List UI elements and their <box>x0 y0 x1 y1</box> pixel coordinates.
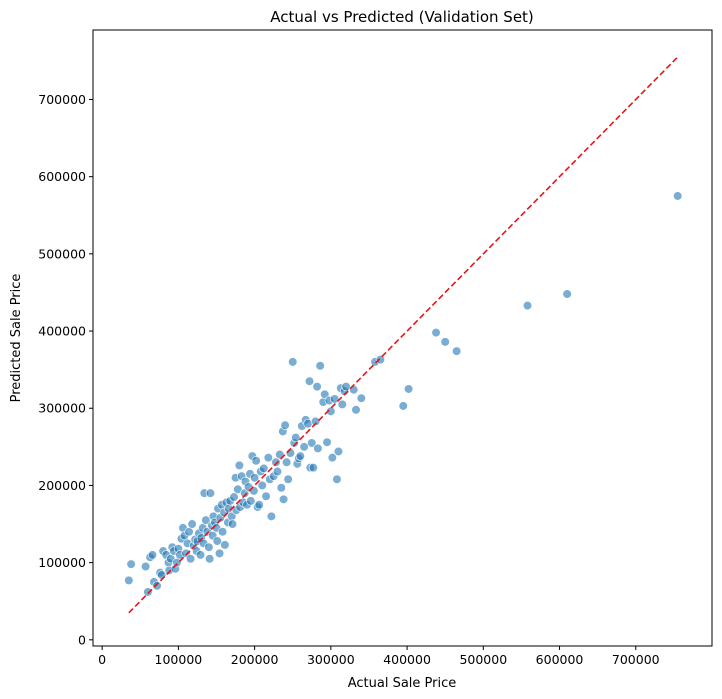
chart-title: Actual vs Predicted (Validation Set) <box>270 8 534 26</box>
scatter-point <box>204 542 214 552</box>
scatter-point <box>126 559 136 569</box>
scatter-point <box>332 474 342 484</box>
x-axis: 0 100000 200000 300000 400000 500000 600000 700… <box>98 646 660 667</box>
scatter-point <box>403 384 414 394</box>
scatter-point <box>282 457 292 467</box>
x-tick-label: 300000 <box>307 652 355 667</box>
x-tick-label: 400000 <box>383 652 431 667</box>
scatter-point <box>272 466 283 477</box>
scatter-point <box>143 587 153 597</box>
scatter-point <box>326 406 336 416</box>
scatter-point <box>288 357 298 367</box>
reference-line <box>128 56 679 614</box>
scatter-point <box>140 561 151 572</box>
scatter-point <box>234 460 244 470</box>
scatter-point <box>312 382 322 392</box>
scatter-point <box>124 575 134 585</box>
scatter-point <box>220 540 230 550</box>
scatter-point <box>205 554 215 564</box>
scatter-point <box>333 446 344 457</box>
scatter-point <box>246 496 256 506</box>
scatter-point <box>452 346 462 356</box>
scatter-point <box>673 191 683 201</box>
scatter-point <box>310 416 321 426</box>
scatter-point <box>330 394 340 404</box>
scatter-point <box>266 511 276 521</box>
scatter-point <box>249 486 259 496</box>
x-axis-label: Actual Sale Price <box>348 676 457 691</box>
scatter-point <box>307 438 317 448</box>
scatter-point <box>271 457 281 467</box>
scatter-points <box>124 191 683 597</box>
scatter-point <box>147 550 158 560</box>
scatter-point <box>349 385 359 395</box>
scatter-point <box>195 550 206 560</box>
y-tick-label: 400000 <box>38 324 86 339</box>
scatter-point <box>201 515 211 525</box>
scatter-point <box>398 401 408 411</box>
scatter-point <box>214 548 225 558</box>
scatter-point <box>313 443 323 453</box>
scatter-point <box>299 442 309 452</box>
scatter-point <box>227 519 238 529</box>
scatter-point <box>322 437 332 447</box>
scatter-point <box>233 484 243 494</box>
x-tick-label: 100000 <box>155 652 203 667</box>
scatter-point <box>522 300 533 311</box>
scatter-point <box>212 536 222 546</box>
scatter-point <box>440 337 450 347</box>
y-axis: 0 100000 200000 300000 400000 500000 600000 700… <box>38 92 93 647</box>
y-axis-label: Predicted Sale Price <box>9 274 24 403</box>
y-tick-label: 600000 <box>38 169 86 184</box>
scatter-point <box>283 474 293 484</box>
y-tick-label: 500000 <box>38 246 86 261</box>
scatter-point <box>259 463 269 474</box>
scatter-point <box>185 554 196 564</box>
y-tick-label: 0 <box>78 632 86 647</box>
scatter-point <box>254 500 264 510</box>
x-tick-label: 700000 <box>612 652 660 667</box>
scatter-point <box>229 492 239 502</box>
y-tick-label: 100000 <box>38 555 86 570</box>
scatter-point <box>184 527 194 537</box>
x-tick-label: 200000 <box>231 652 279 667</box>
scatter-point <box>295 451 305 461</box>
scatter-point <box>303 419 313 429</box>
scatter-point <box>375 355 385 365</box>
scatter-point <box>308 463 318 473</box>
scatter-point <box>250 473 260 483</box>
scatter-point <box>562 289 572 299</box>
scatter-point <box>315 361 325 371</box>
scatter-point <box>263 453 273 463</box>
y-tick-label: 700000 <box>38 92 86 107</box>
scatter-point <box>337 399 347 409</box>
scatter-point <box>187 519 197 529</box>
scatter-point <box>257 480 267 491</box>
scatter-point <box>205 488 215 498</box>
scatter-point <box>172 558 182 568</box>
scatter-point <box>152 581 162 591</box>
x-tick-label: 500000 <box>459 652 507 667</box>
x-tick-label: 0 <box>98 652 106 667</box>
scatter-point <box>291 432 301 443</box>
scatter-point <box>276 483 286 493</box>
y-tick-label: 200000 <box>38 478 86 493</box>
plot-frame <box>92 29 713 647</box>
scatter-point <box>351 405 361 415</box>
scatter-point <box>341 382 351 392</box>
scatter-point <box>356 393 366 403</box>
scatter-point <box>280 420 290 430</box>
scatter-point <box>304 376 315 386</box>
scatter-point <box>320 389 330 399</box>
scatter-point <box>327 453 337 463</box>
x-tick-label: 600000 <box>536 652 584 667</box>
scatter-point <box>431 327 441 338</box>
y-tick-label: 300000 <box>38 401 86 416</box>
scatter-point <box>157 570 167 580</box>
scatter-point <box>251 456 261 466</box>
scatter-point <box>261 491 271 501</box>
scatter-point <box>217 527 228 537</box>
scatter-point <box>278 494 289 504</box>
